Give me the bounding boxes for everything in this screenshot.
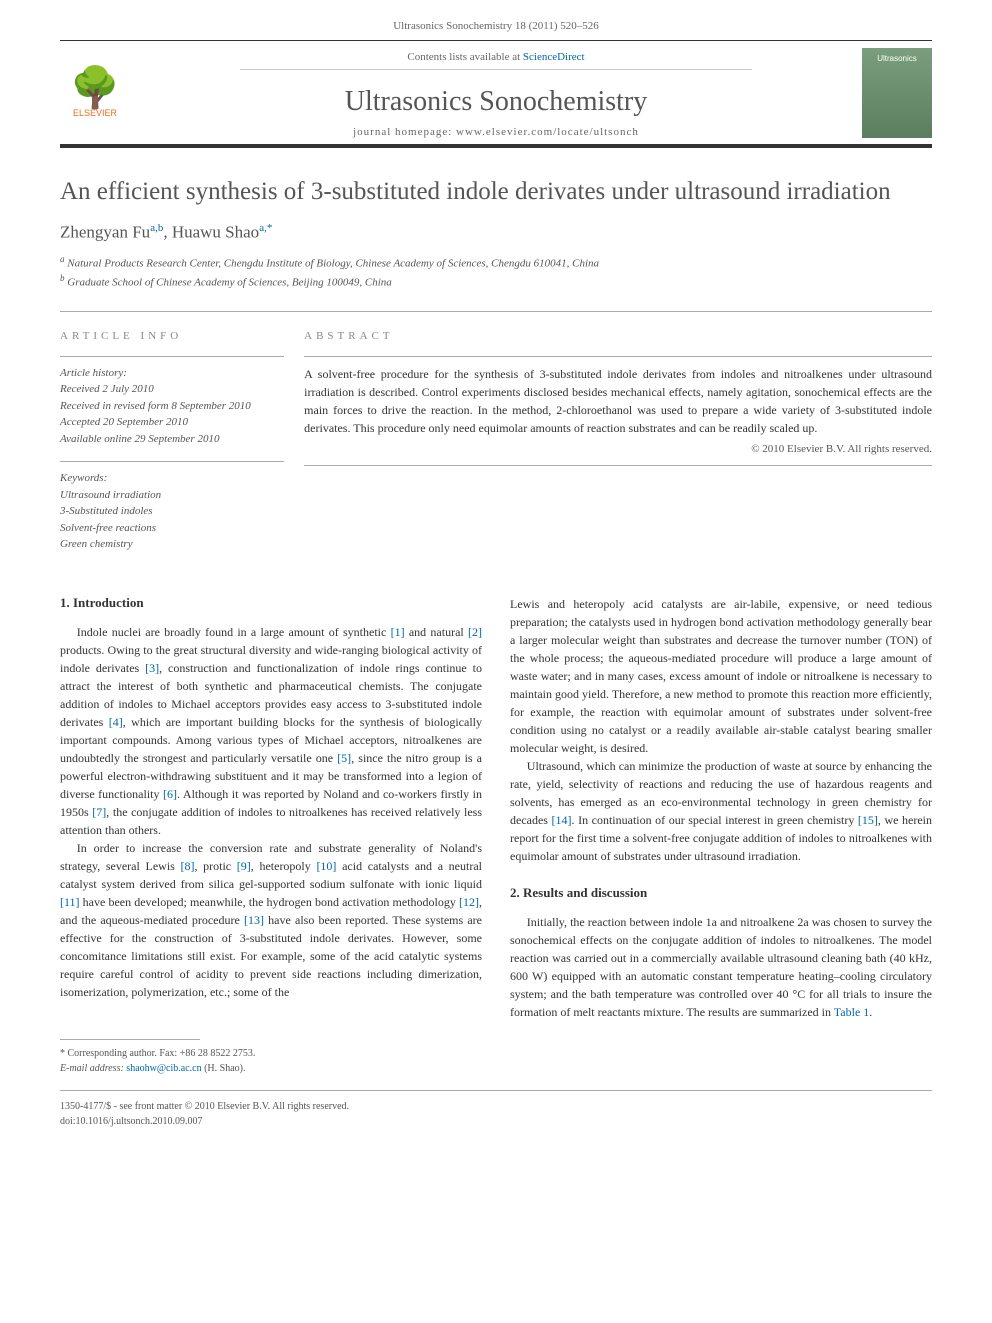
ref-14-link[interactable]: [14] — [552, 813, 572, 827]
aff-b-mark: b — [60, 273, 65, 283]
column-left: 1. Introduction Indole nuclei are broadl… — [60, 595, 482, 1021]
affiliation-a: a Natural Products Research Center, Chen… — [60, 253, 932, 272]
history-line-1: Received in revised form 8 September 201… — [60, 398, 284, 415]
p2e: have been developed; meanwhile, the hydr… — [80, 895, 459, 909]
citation-bar: Ultrasonics Sonochemistry 18 (2011) 520–… — [0, 0, 992, 40]
email-label: E-mail address: — [60, 1063, 124, 1074]
p1b: and natural — [405, 625, 468, 639]
history-line-3: Available online 29 September 2010 — [60, 431, 284, 448]
homepage-url: www.elsevier.com/locate/ultsonch — [456, 126, 639, 138]
front-matter-line: 1350-4177/$ - see front matter © 2010 El… — [60, 1099, 932, 1114]
abstract-heading: abstract — [304, 330, 932, 342]
ref-8-link[interactable]: [8] — [180, 859, 194, 873]
ref-2-link[interactable]: [2] — [468, 625, 482, 639]
s2p1b: . — [869, 1005, 872, 1019]
sciencedirect-link[interactable]: ScienceDirect — [523, 51, 585, 63]
doi-line: doi:10.1016/j.ultsonch.2010.09.007 — [60, 1114, 932, 1129]
intro-p2: In order to increase the conversion rate… — [60, 839, 482, 1001]
email-owner: (H. Shao). — [204, 1063, 245, 1074]
journal-cover-thumbnail: Ultrasonics — [862, 48, 932, 138]
author-2-name: Huawu Shao — [172, 223, 259, 242]
journal-homepage-line: journal homepage: www.elsevier.com/locat… — [130, 126, 862, 138]
p2b: , protic — [194, 859, 236, 873]
ref-9-link[interactable]: [9] — [237, 859, 251, 873]
ref-5-link[interactable]: [5] — [337, 751, 351, 765]
p4b: . In continuation of our special interes… — [572, 813, 858, 827]
ref-6-link[interactable]: [6] — [163, 787, 177, 801]
ref-4-link[interactable]: [4] — [109, 715, 123, 729]
abstract-text: A solvent-free procedure for the synthes… — [304, 356, 932, 467]
abstract-body: A solvent-free procedure for the synthes… — [304, 367, 932, 435]
email-link[interactable]: shaohw@cib.ac.cn — [126, 1063, 201, 1074]
contents-prefix: Contents lists available at — [407, 51, 522, 63]
journal-header: 🌳 ELSEVIER Contents lists available at S… — [60, 40, 932, 148]
keywords-label: Keywords: — [60, 470, 284, 487]
column-right: Lewis and heteropoly acid catalysts are … — [510, 595, 932, 1021]
author-2-marks: a,* — [259, 222, 272, 234]
ref-13-link[interactable]: [13] — [244, 913, 264, 927]
aff-a-mark: a — [60, 254, 65, 264]
title-block: An efficient synthesis of 3-substituted … — [60, 178, 932, 291]
ref-11-link[interactable]: [11] — [60, 895, 80, 909]
article-info: article info Article history: Received 2… — [60, 330, 304, 567]
bottom-bar: 1350-4177/$ - see front matter © 2010 El… — [60, 1090, 932, 1153]
history-label: Article history: — [60, 365, 284, 382]
elsevier-logo: 🌳 ELSEVIER — [60, 53, 130, 133]
p1h: , the conjugate addition of indoles to n… — [60, 805, 482, 837]
authors: Zhengyan Fua,b, Huawu Shaoa,* — [60, 222, 932, 243]
info-abstract-row: article info Article history: Received 2… — [60, 311, 932, 567]
section-2-heading: 2. Results and discussion — [510, 885, 932, 901]
journal-name: Ultrasonics Sonochemistry — [130, 86, 862, 118]
table-1-link[interactable]: Table 1 — [834, 1005, 869, 1019]
keyword-1: 3-Substituted indoles — [60, 503, 284, 520]
elsevier-tree-icon: 🌳 — [70, 68, 120, 108]
footnote-separator — [60, 1039, 200, 1040]
header-center: Contents lists available at ScienceDirec… — [130, 47, 862, 138]
intro-p1: Indole nuclei are broadly found in a lar… — [60, 623, 482, 839]
intro-p3: Lewis and heteropoly acid catalysts are … — [510, 595, 932, 757]
ref-1-link[interactable]: [1] — [391, 625, 405, 639]
p1a: Indole nuclei are broadly found in a lar… — [77, 625, 391, 639]
affiliations: a Natural Products Research Center, Chen… — [60, 253, 932, 291]
intro-p4: Ultrasound, which can minimize the produ… — [510, 757, 932, 865]
aff-a-text: Natural Products Research Center, Chengd… — [67, 257, 599, 269]
author-1-name: Zhengyan Fu — [60, 223, 150, 242]
history-line-0: Received 2 July 2010 — [60, 381, 284, 398]
body-columns: 1. Introduction Indole nuclei are broadl… — [60, 595, 932, 1021]
email-line: E-mail address: shaohw@cib.ac.cn (H. Sha… — [60, 1061, 932, 1076]
keywords-block: Keywords: Ultrasound irradiation 3-Subst… — [60, 461, 284, 553]
ref-7-link[interactable]: [7] — [92, 805, 106, 819]
s2p1a: Initially, the reaction between indole 1… — [510, 915, 932, 1019]
history-line-2: Accepted 20 September 2010 — [60, 414, 284, 431]
article-title: An efficient synthesis of 3-substituted … — [60, 178, 932, 206]
ref-10-link[interactable]: [10] — [316, 859, 336, 873]
abstract: abstract A solvent-free procedure for th… — [304, 330, 932, 567]
article-history: Article history: Received 2 July 2010 Re… — [60, 356, 284, 448]
author-1-marks: a,b — [150, 222, 163, 234]
ref-15-link[interactable]: [15] — [858, 813, 878, 827]
keyword-0: Ultrasound irradiation — [60, 487, 284, 504]
keyword-2: Solvent-free reactions — [60, 520, 284, 537]
abstract-copyright: © 2010 Elsevier B.V. All rights reserved… — [304, 441, 932, 458]
contents-list-line: Contents lists available at ScienceDirec… — [240, 51, 752, 70]
section-1-heading: 1. Introduction — [60, 595, 482, 611]
affiliation-b: b Graduate School of Chinese Academy of … — [60, 272, 932, 291]
keyword-3: Green chemistry — [60, 536, 284, 553]
page: Ultrasonics Sonochemistry 18 (2011) 520–… — [0, 0, 992, 1153]
cover-text: Ultrasonics — [877, 54, 917, 63]
results-p1: Initially, the reaction between indole 1… — [510, 913, 932, 1021]
p2c: , heteropoly — [251, 859, 317, 873]
footnotes: * Corresponding author. Fax: +86 28 8522… — [60, 1046, 932, 1076]
ref-12-link[interactable]: [12] — [459, 895, 479, 909]
corresponding-author: * Corresponding author. Fax: +86 28 8522… — [60, 1046, 932, 1061]
aff-b-text: Graduate School of Chinese Academy of Sc… — [67, 276, 392, 288]
homepage-prefix: journal homepage: — [353, 126, 456, 138]
article-info-heading: article info — [60, 330, 284, 342]
publisher-name: ELSEVIER — [73, 108, 117, 118]
ref-3-link[interactable]: [3] — [145, 661, 159, 675]
